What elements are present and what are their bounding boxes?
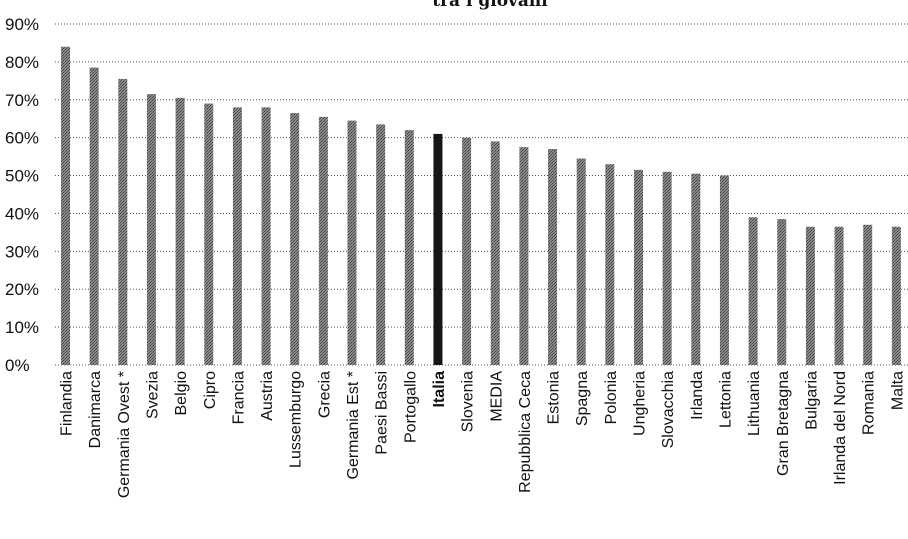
bar	[433, 133, 443, 365]
x-tick-label: Germania Ovest *	[116, 371, 133, 498]
bars	[61, 46, 901, 366]
bar	[175, 97, 185, 365]
bar	[290, 113, 300, 365]
bar	[118, 78, 128, 365]
y-tick-label: 90%	[5, 15, 39, 34]
x-tick-label: Lettonia	[717, 371, 734, 428]
bar	[691, 173, 701, 365]
bar	[347, 120, 357, 366]
bar	[662, 171, 672, 365]
bar	[232, 107, 242, 366]
bar	[576, 158, 586, 365]
x-tick-label: Lithuania	[746, 371, 763, 436]
bar	[548, 149, 558, 365]
bar	[490, 141, 500, 365]
bar	[462, 137, 472, 365]
y-tick-label: 70%	[5, 91, 39, 110]
x-tick-label: Cipro	[202, 371, 219, 409]
x-tick-label: Paesi Bassi	[374, 371, 391, 455]
x-tick-label: Finlandia	[59, 371, 76, 436]
x-tick-label: MEDIA	[488, 371, 505, 422]
bar	[318, 116, 328, 365]
bar	[204, 103, 214, 365]
x-tick-label: Lussemburgo	[288, 371, 305, 468]
x-tick-label: Grecia	[316, 371, 333, 418]
bar	[777, 219, 787, 365]
x-tick-label: Estonia	[546, 371, 563, 424]
bar	[834, 226, 844, 365]
x-tick-label: Francia	[230, 371, 247, 424]
y-tick-label: 0%	[5, 356, 30, 375]
y-tick-label: 20%	[5, 280, 39, 299]
y-tick-label: 60%	[5, 129, 39, 148]
y-tick-label: 50%	[5, 167, 39, 186]
x-tick-label: Danimarca	[87, 371, 104, 448]
bar	[805, 226, 815, 365]
x-tick-label: Romania	[861, 371, 878, 435]
x-tick-label: Ungheria	[632, 371, 649, 436]
bar	[891, 226, 901, 365]
x-tick-label: Belgio	[173, 371, 190, 416]
x-axis-ticks: Finlandia Danimarca Germania Ovest * Svezia…	[59, 371, 907, 498]
x-tick-label: Germania Est *	[345, 371, 362, 479]
bar	[376, 124, 386, 365]
y-tick-label: 40%	[5, 204, 39, 223]
x-tick-label: Malta	[889, 371, 906, 410]
x-tick-label: Bulgaria	[803, 371, 820, 430]
bar	[634, 169, 643, 365]
grid-lines	[55, 23, 908, 366]
y-tick-label: 30%	[5, 242, 39, 261]
bar	[404, 130, 414, 365]
bar	[519, 147, 529, 365]
x-tick-label: Slovenia	[460, 371, 477, 432]
x-tick-label: Irlanda	[689, 371, 706, 420]
x-tick-label: Repubblica Ceca	[517, 371, 534, 493]
y-axis-ticks: 0% 10% 20% 30% 40% 50% 60% 70% 80% 90%	[5, 15, 39, 375]
x-tick-label: Gran Bretagna	[775, 371, 792, 476]
bar	[863, 224, 873, 365]
x-tick-label: Slovacchia	[660, 371, 677, 448]
chart-title: tra i giovani	[432, 0, 548, 11]
bar	[89, 67, 99, 365]
x-tick-label: Spagna	[574, 371, 591, 426]
x-tick-label: Irlanda del Nord	[832, 371, 849, 485]
y-tick-label: 10%	[5, 318, 39, 337]
x-tick-label: Portogallo	[402, 371, 419, 443]
bar	[605, 164, 615, 365]
x-tick-label: Italia	[431, 371, 448, 408]
bar	[748, 217, 758, 365]
x-tick-label: Austria	[259, 371, 276, 421]
bar	[261, 107, 271, 366]
x-tick-label: Polonia	[603, 371, 620, 424]
bar	[61, 46, 70, 365]
bar	[146, 94, 156, 365]
bar	[719, 175, 729, 365]
x-tick-label: Svezia	[144, 371, 161, 419]
y-tick-label: 80%	[5, 53, 39, 72]
